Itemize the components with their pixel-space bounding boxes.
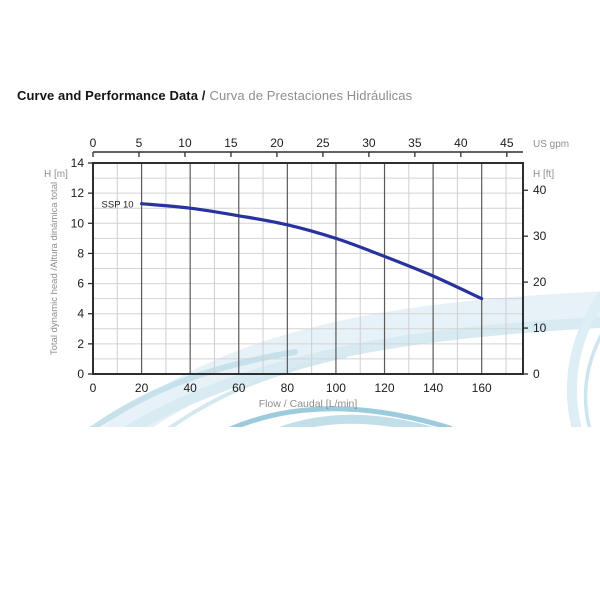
left-axis-tick-label: 0 [77,367,84,381]
left-axis-tick-label: 10 [71,216,85,230]
top-axis-tick-label: 45 [500,136,514,150]
top-axis-unit-label: US gpm [533,139,569,150]
top-axis-tick-label: 0 [90,136,97,150]
pump-curve-label: SSP 10 [102,200,134,211]
bottom-axis-tick-label: 0 [90,381,97,395]
bottom-axis-tick-label: 60 [232,381,246,395]
x-axis-title: Flow / Caudal [L/min] [259,398,358,410]
y-left-unit-label: H [m] [44,169,68,180]
right-axis-tick-label: 20 [533,275,547,289]
page-title-en: Curve and Performance Data / [17,88,206,103]
background-swoosh [89,291,600,427]
bottom-axis-tick-label: 140 [423,381,443,395]
plot-frame [92,162,524,375]
top-axis-tick-label: 5 [136,136,143,150]
right-axis-tick-label: 0 [533,367,540,381]
top-axis-tick-label: 20 [270,136,284,150]
top-axis-tick-label: 15 [224,136,238,150]
left-axis-tick-label: 12 [71,186,85,200]
top-axis-tick-label: 35 [408,136,422,150]
bottom-axis-tick-label: 100 [326,381,346,395]
left-axis-tick-label: 6 [77,277,84,291]
top-axis-tick-label: 40 [454,136,468,150]
left-axis-tick-label: 8 [77,246,84,260]
top-axis-tick-label: 30 [362,136,376,150]
bottom-axis-tick-label: 160 [472,381,492,395]
left-axis-tick-label: 2 [77,337,84,351]
page-title-es: Curva de Prestaciones Hidráulicas [209,88,413,103]
bottom-axis-tick-label: 40 [183,381,197,395]
plot-area: 0 5 10 15 20 25 30 35 40 45 US gpm 0 2 4 6 8 10 12 14H [m]… [44,136,569,410]
page-title: Curve and Performance Data / Curva de Pre… [17,88,412,103]
bottom-axis-tick-label: 20 [135,381,149,395]
left-axis-tick-label: 4 [77,307,84,321]
right-axis-tick-label: 10 [533,321,547,335]
top-axis-tick-label: 25 [316,136,330,150]
pump-curve [139,202,484,301]
y-axis-title: Total dynamic head /Altura dinámica tota… [49,182,60,355]
bottom-axis-tick-label: 120 [375,381,395,395]
right-axis-tick-label: 40 [533,183,547,197]
y-right-unit-label: H [ft] [533,169,554,180]
bottom-axis-tick-label: 80 [281,381,295,395]
right-axis-tick-label: 30 [533,229,547,243]
left-axis-tick-label: 14 [71,156,85,170]
top-axis-tick-label: 10 [178,136,192,150]
